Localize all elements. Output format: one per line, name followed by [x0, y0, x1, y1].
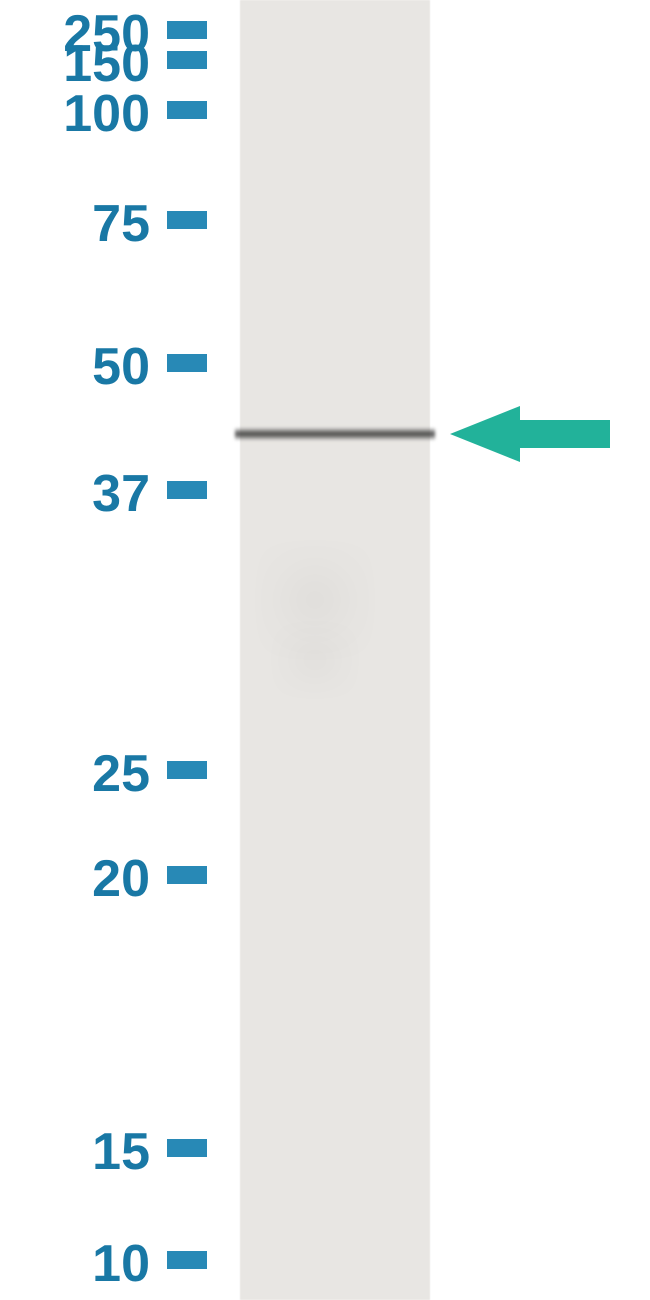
marker-label-37: 37: [0, 464, 150, 524]
marker-tick-20: [167, 866, 207, 884]
marker-tick-150: [167, 51, 207, 69]
marker-tick-15: [167, 1139, 207, 1157]
marker-tick-50: [167, 354, 207, 372]
marker-tick-10: [167, 1251, 207, 1269]
marker-label-50: 50: [0, 337, 150, 397]
marker-label-100: 100: [0, 84, 150, 144]
marker-tick-37: [167, 481, 207, 499]
arrow-icon: [450, 406, 610, 462]
protein-band: [235, 428, 435, 440]
marker-tick-100: [167, 101, 207, 119]
marker-tick-75: [167, 211, 207, 229]
marker-label-20: 20: [0, 849, 150, 909]
marker-label-25: 25: [0, 744, 150, 804]
western-blot-figure: 25015010075503725201510: [0, 0, 650, 1300]
marker-tick-25: [167, 761, 207, 779]
band-indicator-arrow: [450, 406, 610, 462]
marker-tick-250: [167, 21, 207, 39]
marker-label-10: 10: [0, 1234, 150, 1294]
marker-label-75: 75: [0, 194, 150, 254]
smudge-1: [270, 620, 360, 700]
marker-label-15: 15: [0, 1122, 150, 1182]
